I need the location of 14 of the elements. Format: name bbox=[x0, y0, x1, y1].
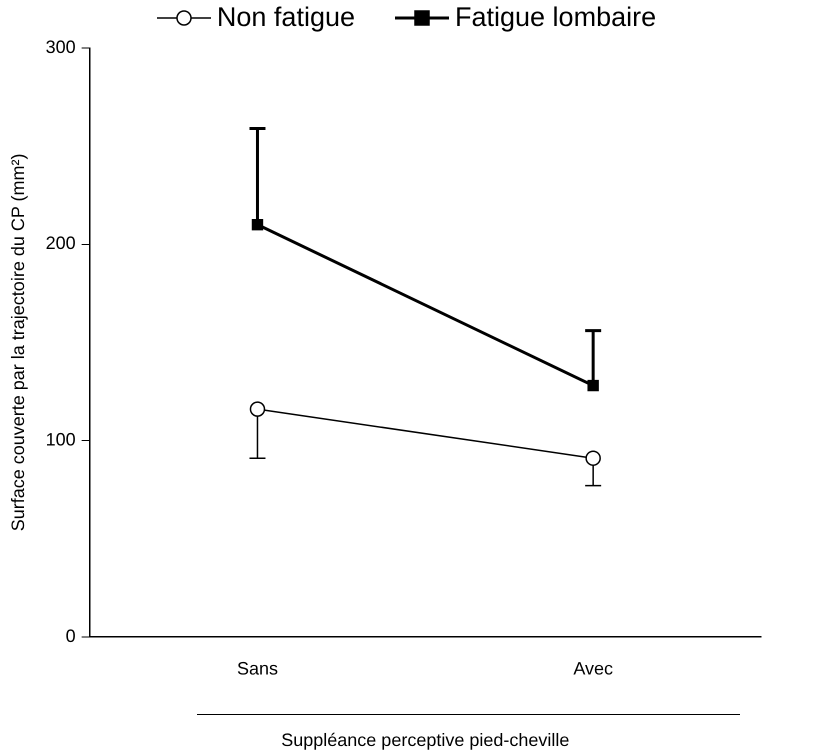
y-axis-title: Surface couverte par la trajectoire du CP (mm²) bbox=[8, 153, 28, 532]
point bbox=[587, 380, 599, 392]
y-tick-label: 200 bbox=[46, 233, 76, 254]
x-tick-label: Avec bbox=[573, 658, 614, 679]
legend-label: Fatigue lombaire bbox=[455, 2, 656, 33]
point bbox=[585, 450, 601, 466]
y-tick-label: 100 bbox=[46, 430, 76, 450]
y-tick-label: 0 bbox=[66, 626, 76, 646]
x-tick-label: Sans bbox=[236, 658, 278, 679]
point bbox=[252, 218, 264, 230]
x-axis-title: Suppléance perceptive pied-cheville bbox=[281, 730, 570, 750]
y-tick-label: 300 bbox=[46, 36, 76, 57]
point bbox=[250, 401, 266, 417]
legend-label: Non fatigue bbox=[216, 2, 355, 33]
